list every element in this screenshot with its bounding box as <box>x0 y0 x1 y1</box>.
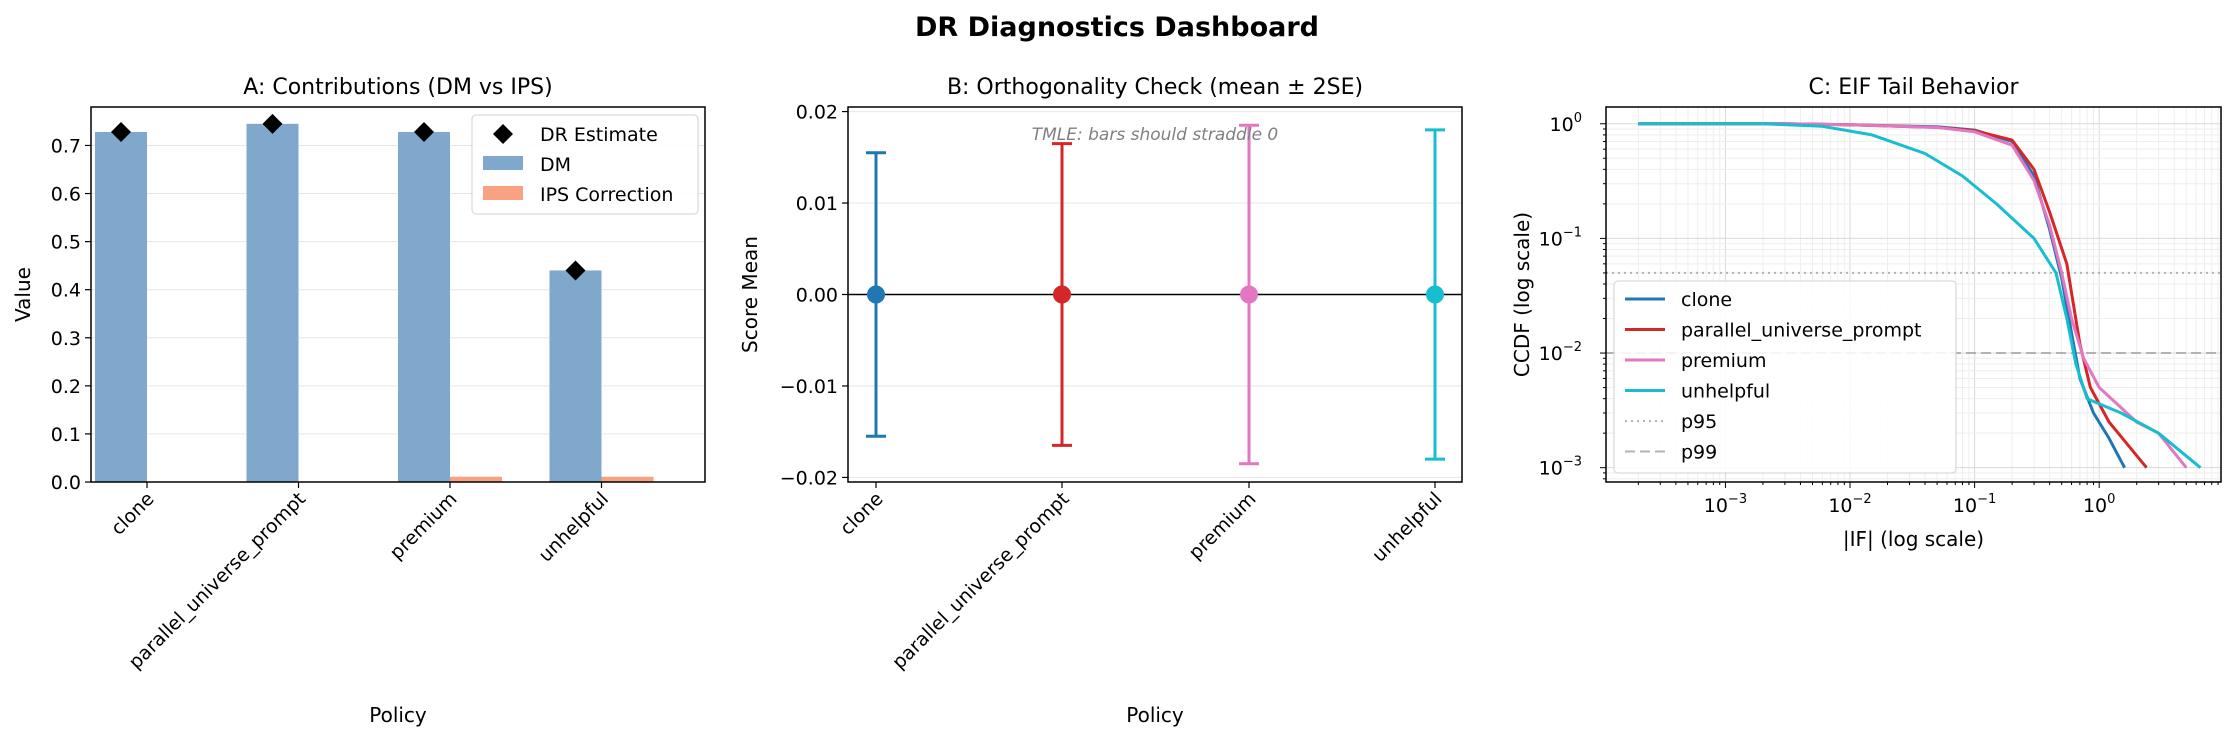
x-tick-label: clone <box>836 488 888 540</box>
panel-a-title: A: Contributions (DM vs IPS) <box>243 75 552 100</box>
mean-point-parallel_universe_prompt <box>1053 285 1071 304</box>
y-tick-label: 10−3 <box>1539 455 1582 480</box>
y-axis-label: CCDF (log scale) <box>1510 212 1534 377</box>
y-tick-label: −0.02 <box>780 467 838 489</box>
x-tick-label: parallel_universe_prompt <box>888 488 1074 674</box>
y-tick-label: 0.0 <box>51 472 81 494</box>
bar-dm-clone <box>95 132 147 482</box>
x-tick-label: parallel_universe_prompt <box>124 488 310 674</box>
dr-estimate-marker-clone <box>111 122 131 142</box>
y-axis-label: Value <box>11 267 35 322</box>
legend-swatch-ips <box>483 186 523 200</box>
x-tick-label: premium <box>1185 488 1261 564</box>
x-tick-label: 10−2 <box>1828 492 1871 517</box>
x-tick-label: clone <box>107 488 159 540</box>
y-tick-label: 0.00 <box>796 285 838 307</box>
panel-c-eif-tail: C: EIF Tail Behavior 10−3 10−2 10−1 100 10−3 1… <box>1510 75 2222 551</box>
y-axis-label: Score Mean <box>738 236 762 353</box>
figure-title: DR Diagnostics Dashboard <box>915 12 1319 43</box>
mean-point-clone <box>867 285 885 304</box>
legend-marker-dr <box>493 124 513 144</box>
x-tick-label: premium <box>386 488 462 564</box>
y-tick-label: 10−1 <box>1539 225 1582 250</box>
y-tick-label: 10−2 <box>1539 340 1582 365</box>
axes-frame <box>847 106 1463 483</box>
y-tick-label: 0.4 <box>51 280 81 302</box>
legend-box <box>1613 280 1957 474</box>
legend: DR Estimate DM IPS Correction <box>471 114 699 215</box>
legend-label-premium: premium <box>1681 350 1766 372</box>
legend-label-dm: DM <box>540 154 571 176</box>
dr-estimate-marker-parallel_universe_prompt <box>262 113 283 134</box>
panel-b-title: B: Orthogonality Check (mean ± 2SE) <box>947 75 1363 100</box>
y-tick-label: 0.01 <box>796 193 838 215</box>
y-tick-label: 0.3 <box>51 328 81 350</box>
mean-point-unhelpful <box>1426 285 1444 304</box>
x-axis-label: |IF| (log scale) <box>1843 527 1984 551</box>
x-tick-label: 100 <box>2083 492 2115 517</box>
y-tick-label: 0.02 <box>796 102 838 124</box>
legend-label-ips: IPS Correction <box>540 184 673 206</box>
y-tick-label: 100 <box>1550 111 1582 136</box>
bar-ips-unhelpful <box>601 476 654 482</box>
series-line-premium <box>1638 122 2188 469</box>
y-tick-label: 0.7 <box>51 135 81 157</box>
dr-estimate-marker-premium <box>414 122 434 142</box>
bar-dm-unhelpful <box>549 270 602 482</box>
axes-frame <box>1605 106 2222 483</box>
axes-frame <box>90 106 706 483</box>
legend-label-clone: clone <box>1681 289 1732 311</box>
panel-c-title: C: EIF Tail Behavior <box>1809 75 2020 100</box>
x-tick-label: 10−3 <box>1704 492 1747 517</box>
panel-a-contributions: A: Contributions (DM vs IPS) 0.0 0.1 0.2 0.3… <box>11 75 706 727</box>
x-axis-label: Policy <box>369 703 427 727</box>
y-tick-label: 0.6 <box>51 184 81 206</box>
bar-ips-premium <box>450 476 502 482</box>
legend-box <box>471 114 699 215</box>
bar-dm-parallel_universe_prompt <box>246 123 299 483</box>
dr-estimate-marker-unhelpful <box>565 260 586 281</box>
legend-label-p95: p95 <box>1681 411 1717 433</box>
x-tick-label: 10−1 <box>1953 492 1996 517</box>
x-tick-label: unhelpful <box>1368 488 1447 567</box>
legend-label-p99: p99 <box>1681 442 1717 464</box>
series-line-unhelpful <box>1638 122 2202 469</box>
x-tick-label: unhelpful <box>534 488 613 567</box>
bar-dm-premium <box>398 132 450 482</box>
legend-label-parallel_universe_prompt: parallel_universe_prompt <box>1681 320 1921 342</box>
y-tick-label: 0.2 <box>51 376 81 398</box>
y-tick-label: −0.01 <box>780 376 838 398</box>
mean-point-premium <box>1240 285 1258 304</box>
legend-label-unhelpful: unhelpful <box>1681 381 1770 403</box>
x-axis-label: Policy <box>1126 703 1184 727</box>
y-tick-label: 0.5 <box>51 232 81 254</box>
panel-b-orthogonality: B: Orthogonality Check (mean ± 2SE) −0.02… <box>738 75 1463 727</box>
y-tick-label: 0.1 <box>51 424 81 446</box>
legend-label-dr: DR Estimate <box>540 124 658 146</box>
annotation: TMLE: bars should straddle 0 <box>1032 125 1279 145</box>
legend-swatch-dm <box>483 156 523 170</box>
